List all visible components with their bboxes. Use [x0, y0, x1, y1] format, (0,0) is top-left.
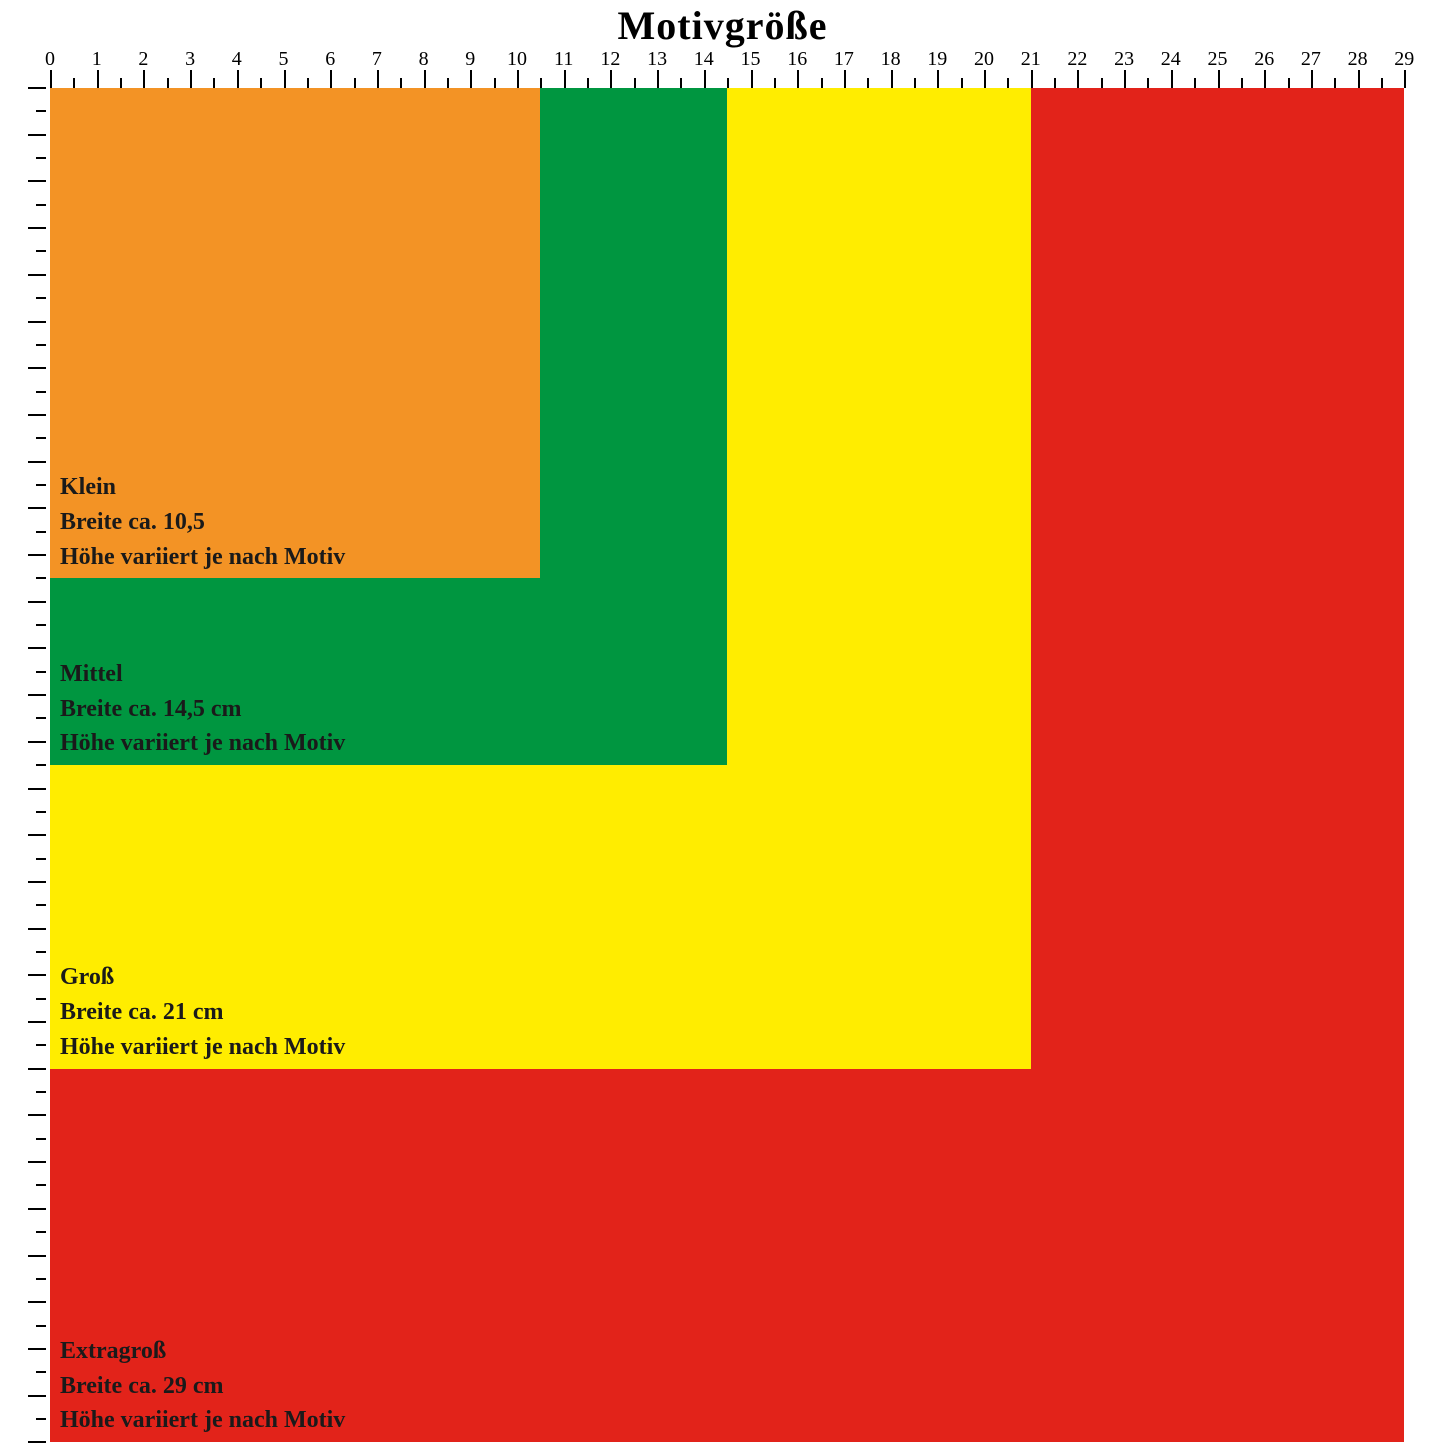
size-label-line: Breite ca. 29 cm — [60, 1369, 345, 1404]
size-label-line: Mittel — [60, 657, 345, 692]
size-label-line: Höhe variiert je nach Motiv — [60, 540, 345, 575]
size-label: ExtragroßBreite ca. 29 cmHöhe variiert j… — [60, 1334, 345, 1438]
size-label-line: Breite ca. 14,5 cm — [60, 692, 345, 727]
size-label-line: Breite ca. 21 cm — [60, 995, 345, 1030]
size-box-klein: KleinBreite ca. 10,5Höhe variiert je nac… — [50, 88, 540, 578]
size-label: KleinBreite ca. 10,5Höhe variiert je nac… — [60, 470, 345, 574]
size-label-line: Klein — [60, 470, 345, 505]
size-label-line: Höhe variiert je nach Motiv — [60, 1403, 345, 1438]
size-label-line: Höhe variiert je nach Motiv — [60, 1030, 345, 1065]
size-label: MittelBreite ca. 14,5 cmHöhe variiert je… — [60, 657, 345, 761]
size-label-line: Groß — [60, 960, 345, 995]
size-label-line: Höhe variiert je nach Motiv — [60, 726, 345, 761]
page-title: Motivgröße — [0, 2, 1445, 49]
size-label-line: Extragroß — [60, 1334, 345, 1369]
size-label: GroßBreite ca. 21 cmHöhe variiert je nac… — [60, 960, 345, 1064]
size-label-line: Breite ca. 10,5 — [60, 505, 345, 540]
